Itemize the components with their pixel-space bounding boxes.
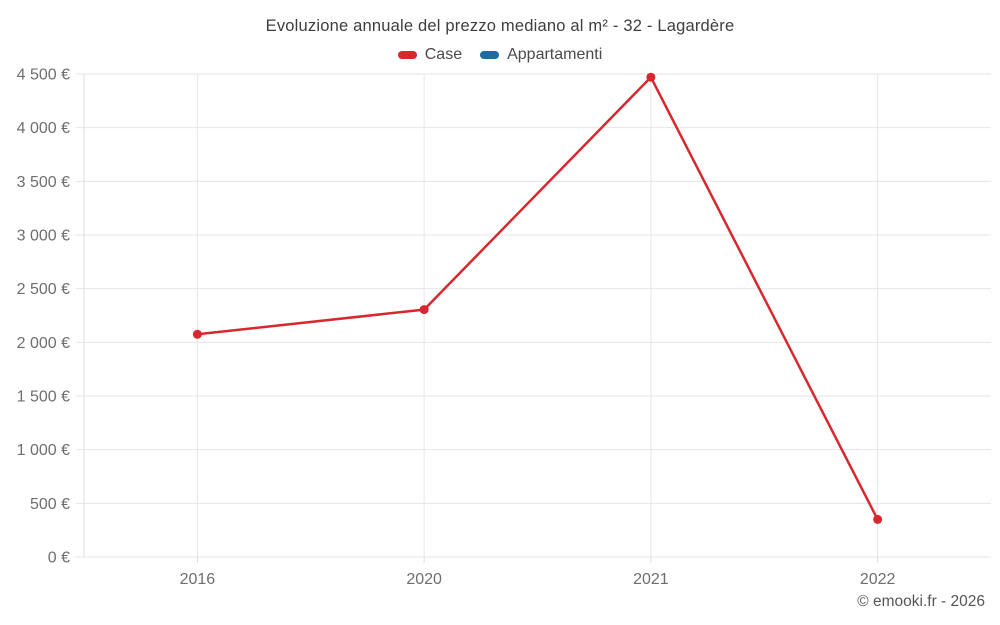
y-tick-label: 500 € — [30, 496, 70, 513]
y-tick-label: 1 500 € — [17, 389, 70, 406]
data-point-case-2021[interactable] — [646, 72, 656, 82]
legend: Case Appartamenti — [0, 46, 1000, 64]
case-series-swatch — [397, 51, 417, 59]
data-point-case-2022[interactable] — [873, 514, 883, 524]
y-tick-label: 2 000 € — [17, 335, 70, 352]
data-point-case-2020[interactable] — [419, 305, 429, 315]
x-tick-label: 2016 — [180, 571, 216, 588]
legend-item-case[interactable]: Case — [397, 46, 463, 64]
y-tick-label: 4 500 € — [17, 67, 70, 84]
x-tick-label: 2020 — [406, 571, 442, 588]
y-tick-label: 0 € — [48, 550, 70, 567]
legend-item-appartamenti[interactable]: Appartamenti — [480, 46, 602, 64]
legend-label-case: Case — [424, 46, 463, 63]
x-tick-label: 2022 — [860, 571, 896, 588]
x-tick-label: 2021 — [633, 571, 669, 588]
appartamenti-series-swatch — [480, 51, 500, 59]
y-tick-label: 2 500 € — [17, 281, 70, 298]
attribution: © emooki.fr - 2026 — [857, 593, 985, 610]
data-point-case-2016[interactable] — [192, 329, 202, 339]
y-tick-label: 1 000 € — [17, 442, 70, 459]
y-tick-label: 3 000 € — [17, 228, 70, 245]
series-line-case — [196, 75, 879, 521]
legend-label-appartamenti: Appartamenti — [507, 46, 603, 63]
y-tick-label: 3 500 € — [17, 174, 70, 191]
chart-title: Evoluzione annuale del prezzo mediano al… — [265, 17, 735, 35]
y-tick-label: 4 000 € — [17, 120, 70, 137]
